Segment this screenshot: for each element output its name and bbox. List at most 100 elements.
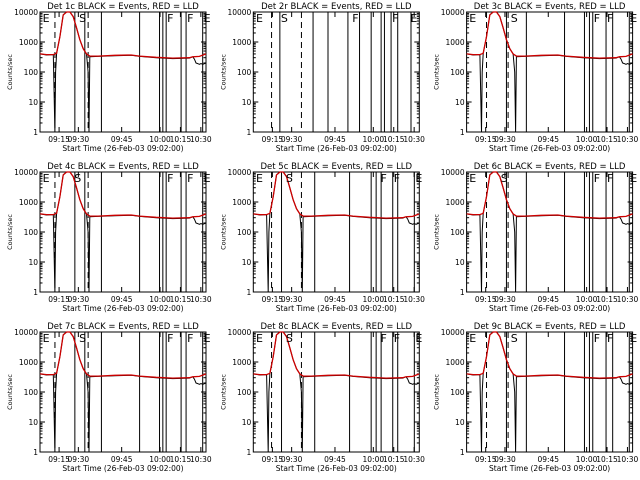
y-axis-label: Counts/sec — [219, 214, 227, 250]
plot-frame — [466, 11, 634, 133]
y-tick-label: 10 — [28, 98, 38, 107]
y-tick-label: 1 — [460, 288, 465, 297]
event-annotation: F — [594, 172, 600, 185]
x-tick-label: 09:30 — [281, 135, 303, 144]
x-tick-label: 10:30 — [403, 295, 425, 304]
x-tick-label: 10:00 — [576, 295, 598, 304]
y-tick-label: 10000 — [227, 168, 251, 177]
x-tick-label: 09:15 — [262, 455, 284, 464]
event-annotation: F — [167, 12, 173, 25]
y-tick-label: 10 — [242, 418, 252, 427]
series-line-events — [466, 171, 633, 293]
panel-title: Det 5c BLACK = Events, RED = LLD — [260, 162, 412, 172]
x-tick-label: 09:30 — [68, 135, 90, 144]
x-tick-label: 10:30 — [190, 455, 212, 464]
x-axis-label: Start Time (26-Feb-03 09:02:00) — [489, 304, 610, 313]
event-annotation: S — [501, 172, 508, 185]
y-tick-label: 100 — [24, 68, 39, 77]
event-annotation: E — [415, 172, 422, 185]
series-line-events — [253, 331, 420, 453]
event-annotation: S — [511, 12, 518, 25]
event-annotation: F — [394, 172, 400, 185]
event-annotation: S — [79, 332, 86, 345]
event-annotation: F — [607, 332, 613, 345]
event-annotation: S — [286, 332, 293, 345]
x-tick-label: 09:45 — [537, 455, 559, 464]
x-tick-label: 09:30 — [68, 455, 90, 464]
panel-title: Det 7c BLACK = Events, RED = LLD — [47, 322, 199, 332]
x-tick-label: 09:15 — [262, 295, 284, 304]
y-tick-label: 10 — [455, 258, 465, 267]
series-line-lld — [253, 331, 420, 379]
x-tick-label: 09:15 — [475, 455, 497, 464]
x-tick-label: 10:30 — [617, 135, 639, 144]
x-tick-label: 09:45 — [111, 455, 133, 464]
x-tick-label: 09:30 — [494, 455, 516, 464]
x-tick-label: 10:00 — [363, 295, 385, 304]
y-axis-label: Counts/sec — [219, 54, 227, 90]
y-tick-label: 100 — [24, 388, 39, 397]
y-tick-label: 10000 — [441, 168, 465, 177]
event-annotation: F — [392, 12, 398, 25]
x-tick-label: 10:00 — [363, 455, 385, 464]
y-tick-label: 1000 — [446, 38, 465, 47]
event-annotation: E — [256, 12, 263, 25]
event-annotation: F — [594, 12, 600, 25]
panel-title: Det 8c BLACK = Events, RED = LLD — [260, 322, 412, 332]
x-tick-label: 09:45 — [111, 295, 133, 304]
panel-title: Det 3c BLACK = Events, RED = LLD — [474, 2, 626, 12]
event-annotation: F — [594, 332, 600, 345]
x-tick-label: 10:30 — [403, 135, 425, 144]
x-tick-label: 09:30 — [281, 295, 303, 304]
y-tick-label: 1000 — [446, 198, 465, 207]
y-axis-label: Counts/sec — [6, 374, 14, 410]
x-tick-label: 10:15 — [170, 295, 192, 304]
y-tick-label: 1000 — [19, 198, 38, 207]
y-tick-label: 100 — [237, 388, 252, 397]
x-tick-label: 09:45 — [111, 135, 133, 144]
y-tick-label: 100 — [450, 388, 465, 397]
x-tick-label: 09:30 — [494, 135, 516, 144]
event-annotation: E — [256, 172, 263, 185]
event-annotation: E — [469, 172, 476, 185]
y-tick-label: 10000 — [14, 8, 38, 17]
y-tick-label: 100 — [450, 228, 465, 237]
x-tick-label: 10:30 — [617, 455, 639, 464]
x-tick-label: 09:15 — [262, 135, 284, 144]
y-tick-label: 1000 — [232, 38, 251, 47]
x-tick-label: 10:00 — [149, 455, 171, 464]
event-annotation: E — [204, 12, 211, 25]
x-tick-label: 09:15 — [475, 295, 497, 304]
y-tick-label: 1 — [247, 448, 252, 457]
series-line-lld — [466, 11, 633, 59]
x-tick-label: 10:15 — [383, 455, 405, 464]
event-annotation: E — [630, 12, 637, 25]
y-tick-label: 1000 — [446, 358, 465, 367]
x-tick-label: 09:15 — [475, 135, 497, 144]
x-tick-label: 10:30 — [190, 135, 212, 144]
y-tick-label: 100 — [24, 228, 39, 237]
y-tick-label: 100 — [237, 228, 252, 237]
x-axis-label: Start Time (26-Feb-03 09:02:00) — [62, 304, 183, 313]
x-tick-label: 09:45 — [324, 295, 346, 304]
y-axis-label: Counts/sec — [6, 54, 14, 90]
x-tick-label: 09:45 — [537, 295, 559, 304]
x-tick-label: 10:00 — [149, 135, 171, 144]
event-annotation: S — [79, 12, 86, 25]
event-annotation: F — [607, 172, 613, 185]
y-axis-label: Counts/sec — [433, 54, 441, 90]
event-annotation: E — [469, 332, 476, 345]
y-tick-label: 10000 — [14, 328, 38, 337]
x-tick-label: 10:00 — [576, 135, 598, 144]
series-line-lld — [466, 171, 633, 219]
x-tick-label: 09:15 — [48, 455, 70, 464]
y-tick-label: 10 — [28, 258, 38, 267]
event-annotation: E — [469, 12, 476, 25]
event-annotation: F — [352, 12, 358, 25]
x-tick-label: 10:15 — [596, 135, 618, 144]
event-annotation: F — [607, 12, 613, 25]
event-annotation: S — [511, 332, 518, 345]
event-annotation: F — [187, 12, 193, 25]
y-tick-label: 10 — [28, 418, 38, 427]
x-tick-label: 10:15 — [170, 135, 192, 144]
